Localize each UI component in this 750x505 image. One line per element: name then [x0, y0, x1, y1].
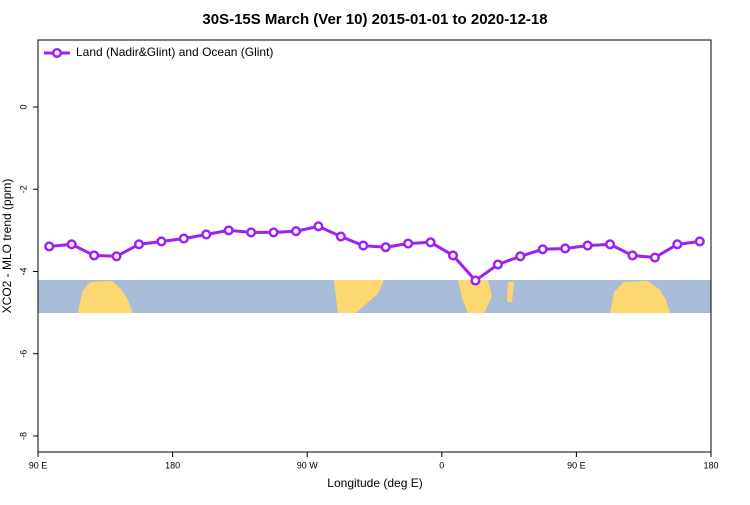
y-tick-label: -6 [18, 350, 28, 358]
data-point [425, 237, 436, 248]
y-axis-label: XCO2 - MLO trend (ppm) [0, 179, 14, 314]
data-point [290, 226, 302, 237]
data-point [358, 240, 369, 251]
data-point [605, 239, 616, 250]
x-tick-label: 0 [439, 460, 444, 470]
data-point [492, 259, 503, 270]
data-point [89, 250, 100, 261]
chart-title: 30S-15S March (Ver 10) 2015-01-01 to 202… [202, 11, 547, 28]
data-point [44, 241, 55, 252]
data-point [560, 243, 571, 254]
data-point [447, 250, 459, 261]
land [507, 282, 514, 302]
data-point [403, 238, 414, 249]
data-point [246, 227, 257, 238]
x-axis-label: Longitude (deg E) [327, 476, 422, 490]
y-tick-label: 0 [18, 105, 28, 110]
data-point [178, 233, 189, 244]
data-point [515, 251, 526, 262]
data-point [627, 250, 638, 261]
data-point [313, 221, 324, 232]
land [458, 280, 492, 313]
data-point [380, 242, 391, 253]
y-tick-label: -4 [18, 267, 28, 275]
y-tick-label: -2 [18, 185, 28, 193]
land [78, 281, 133, 313]
land [334, 280, 384, 313]
data-point [201, 229, 212, 240]
data-point [133, 239, 144, 250]
data-point [66, 239, 77, 250]
x-tick-label: 180 [165, 460, 180, 470]
x-tick-label: 90 E [29, 460, 48, 470]
data-point [537, 244, 548, 255]
data-point [672, 239, 683, 250]
data-point [268, 227, 279, 238]
y-tick-label: -8 [18, 432, 28, 440]
data-point [582, 240, 593, 251]
x-tick-label: 90 W [297, 460, 319, 470]
map-band [38, 280, 711, 313]
data-point [470, 275, 481, 286]
data-point [111, 251, 122, 262]
land [610, 281, 670, 313]
x-tick-label: 90 E [567, 460, 586, 470]
data-point [335, 231, 346, 242]
plot-frame [37, 39, 712, 453]
legend-marker [51, 47, 63, 59]
data-point [156, 236, 167, 247]
data-point [223, 225, 234, 236]
x-tick-label: 180 [703, 460, 718, 470]
legend-label: Land (Nadir&Glint) and Ocean (Glint) [76, 45, 273, 59]
series-line [49, 224, 700, 283]
data-point [694, 236, 705, 247]
data-point [649, 252, 660, 263]
